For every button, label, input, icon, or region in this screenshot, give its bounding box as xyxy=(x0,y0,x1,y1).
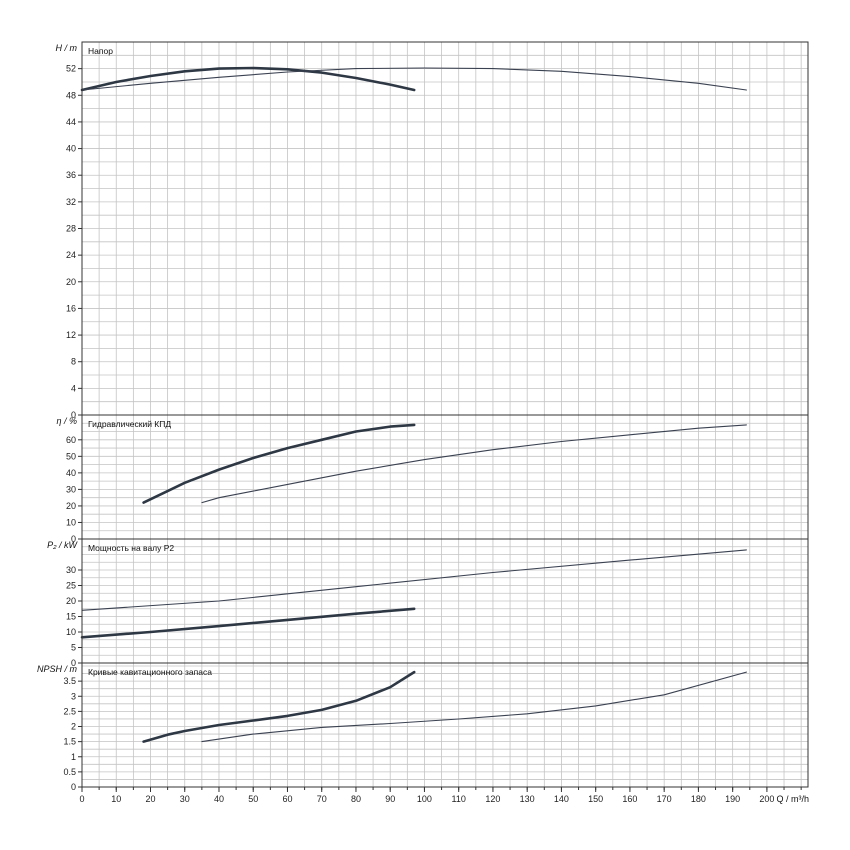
y-tick-label-npsh: 0 xyxy=(71,782,76,792)
curve-npsh-thin xyxy=(201,671,747,743)
panel-frame-efficiency xyxy=(81,414,809,540)
x-axis-label: Q / m³/h xyxy=(776,794,809,804)
y-tick-label-power: 20 xyxy=(66,596,76,606)
panel-title-npsh: Кривые кавитационного запаса xyxy=(88,667,212,677)
y-tick-label-head: 40 xyxy=(66,144,76,154)
y-tick-label-head: 16 xyxy=(66,303,76,313)
x-tick-label: 0 xyxy=(79,794,84,804)
x-tick-label: 90 xyxy=(385,794,395,804)
x-tick-label: 120 xyxy=(485,794,500,804)
curve-head-thin xyxy=(81,67,747,91)
y-tick-label-efficiency: 0 xyxy=(71,534,76,544)
curve-efficiency-thin xyxy=(201,424,747,504)
panel-title-head: Напор xyxy=(88,46,113,56)
y-tick-label-efficiency: 50 xyxy=(66,451,76,461)
panel-frame-npsh xyxy=(81,662,809,788)
x-tick-label: 180 xyxy=(691,794,706,804)
y-tick-label-head: 12 xyxy=(66,330,76,340)
y-tick-label-power: 10 xyxy=(66,627,76,637)
x-tick-label: 20 xyxy=(145,794,155,804)
x-tick-label: 110 xyxy=(452,794,466,804)
y-tick-label-head: 52 xyxy=(66,64,76,74)
curve-efficiency-thick xyxy=(142,423,416,504)
y-tick-label-head: 36 xyxy=(66,170,76,180)
x-tick-label: 200 xyxy=(759,794,774,804)
x-tick-label: 50 xyxy=(248,794,258,804)
x-tick-label: 80 xyxy=(351,794,361,804)
y-tick-label-head: 24 xyxy=(66,250,76,260)
y-tick-label-npsh: 3.5 xyxy=(63,676,76,686)
y-tick-label-head: 4 xyxy=(71,383,76,393)
x-tick-label: 30 xyxy=(180,794,190,804)
y-tick-label-npsh: 1 xyxy=(71,752,76,762)
x-tick-label: 160 xyxy=(622,794,637,804)
y-tick-label-head: 8 xyxy=(71,357,76,367)
curve-head-thick xyxy=(80,66,416,92)
x-tick-label: 10 xyxy=(111,794,121,804)
panel-title-efficiency: Гидравлический КПД xyxy=(88,419,171,429)
y-tick-label-npsh: 0.5 xyxy=(63,767,76,777)
y-tick-label-efficiency: 20 xyxy=(66,501,76,511)
curve-layer xyxy=(80,66,747,743)
x-tick-label: 140 xyxy=(554,794,569,804)
y-axis-label-head: H / m xyxy=(56,43,78,53)
y-tick-label-power: 5 xyxy=(71,643,76,653)
y-tick-label-power: 0 xyxy=(71,658,76,668)
y-tick-label-efficiency: 10 xyxy=(66,517,76,527)
x-tick-label: 170 xyxy=(657,794,672,804)
y-tick-label-head: 44 xyxy=(66,117,76,127)
curve-power-thick xyxy=(80,607,416,639)
y-tick-label-npsh: 2.5 xyxy=(63,706,76,716)
y-tick-label-head: 0 xyxy=(71,410,76,420)
y-tick-label-head: 28 xyxy=(66,224,76,234)
x-tick-label: 130 xyxy=(520,794,535,804)
panel-title-power: Мощность на валу P2 xyxy=(88,543,174,553)
x-tick-label: 40 xyxy=(214,794,224,804)
y-tick-label-efficiency: 30 xyxy=(66,484,76,494)
y-tick-label-npsh: 1.5 xyxy=(63,737,76,747)
y-axis-label-npsh: NPSH / m xyxy=(37,664,78,674)
y-axis-label-efficiency: η / % xyxy=(56,416,77,426)
x-tick-label: 60 xyxy=(282,794,292,804)
x-tick-label: 70 xyxy=(317,794,327,804)
y-tick-label-power: 30 xyxy=(66,565,76,575)
x-tick-label: 190 xyxy=(725,794,740,804)
y-tick-label-npsh: 2 xyxy=(71,722,76,732)
y-axis-label-power: P₂ / kW xyxy=(47,540,78,550)
curve-power-thin xyxy=(81,549,747,611)
y-tick-label-head: 32 xyxy=(66,197,76,207)
y-tick-label-head: 48 xyxy=(66,90,76,100)
y-tick-label-power: 25 xyxy=(66,581,76,591)
y-tick-label-efficiency: 40 xyxy=(66,468,76,478)
y-tick-label-npsh: 3 xyxy=(71,691,76,701)
frame-layer xyxy=(78,41,809,792)
y-tick-label-efficiency: 60 xyxy=(66,435,76,445)
curve-npsh-thick xyxy=(142,670,416,743)
x-tick-label: 100 xyxy=(417,794,432,804)
y-tick-label-head: 20 xyxy=(66,277,76,287)
x-tick-label: 150 xyxy=(588,794,603,804)
y-tick-label-power: 15 xyxy=(66,612,76,622)
